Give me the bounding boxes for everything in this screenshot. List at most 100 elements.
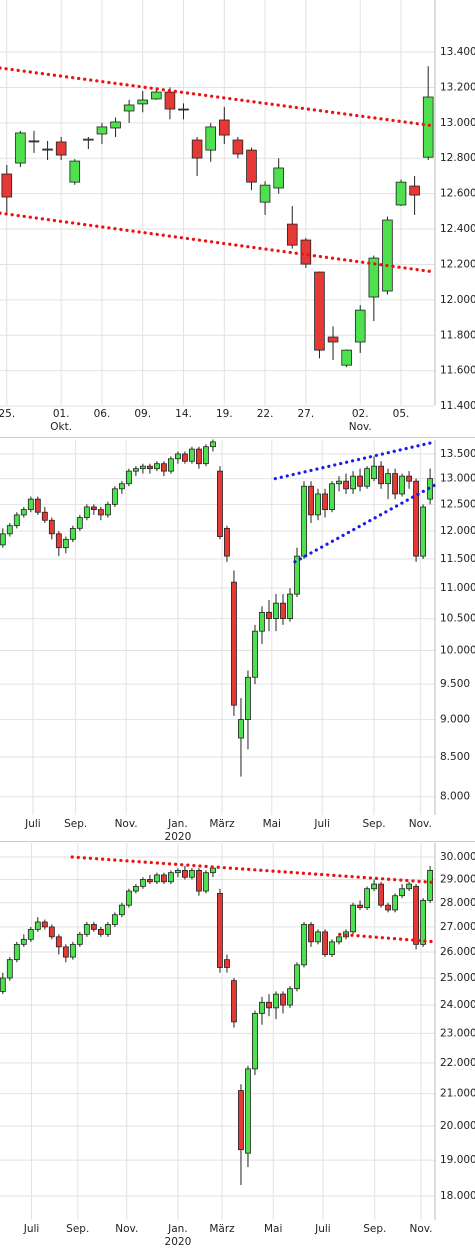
x-tick-label: Nov. [115, 818, 138, 830]
candle-body [69, 943, 76, 958]
candle-body [252, 1013, 258, 1070]
candle-body [343, 480, 349, 490]
candle-body [182, 870, 188, 878]
candle-body [252, 630, 258, 678]
y-tick-label: 21.000 [440, 1088, 475, 1100]
candle-body [301, 485, 307, 557]
candle-body [287, 593, 293, 619]
candle-body [336, 936, 342, 943]
candle-body [175, 870, 181, 874]
y-tick-label: 10.500 [440, 613, 475, 625]
candle-body [245, 1068, 251, 1154]
candle-body [28, 140, 40, 143]
y-tick-label: 13.000 [440, 473, 475, 485]
candle-body [90, 924, 97, 930]
x-tick-label: 02. [352, 408, 369, 420]
candle-body [20, 938, 27, 945]
y-tick-label: 19.000 [440, 1154, 475, 1166]
candle-body [392, 895, 398, 911]
y-tick-label: 13.200 [440, 81, 475, 93]
candle-body [153, 463, 160, 470]
candle-body [178, 108, 189, 111]
candle-body [1, 173, 13, 198]
candle-body [300, 239, 312, 265]
candle-body [217, 892, 223, 968]
candle-body [382, 219, 393, 292]
x-tick-sublabel: 2020 [165, 1236, 192, 1248]
candle-body [137, 99, 149, 105]
y-tick-label: 12.800 [440, 152, 475, 164]
y-tick-label: 8.000 [440, 791, 470, 803]
candle-body [167, 458, 174, 472]
trend-line [338, 932, 437, 944]
candle-body [238, 719, 244, 739]
candle-body [232, 139, 244, 155]
candle-body [20, 509, 27, 516]
candle-body [139, 879, 146, 887]
y-tick-label: 28.000 [440, 897, 475, 909]
candle-body [420, 506, 427, 557]
candle-body [97, 928, 104, 935]
candle-body [132, 468, 139, 472]
x-tick-label: Sep. [64, 818, 87, 830]
candle-body [259, 1001, 265, 1014]
y-tick-label: 11.000 [440, 582, 475, 594]
candle-body [273, 602, 279, 619]
candle-body [160, 874, 167, 883]
candle-body [13, 514, 20, 527]
y-tick-label: 12.000 [440, 294, 475, 306]
candle-body [153, 874, 160, 883]
y-tick-label: 18.000 [440, 1190, 475, 1202]
candle-body [413, 480, 420, 557]
candle-body [259, 184, 271, 203]
candle-body [294, 555, 300, 595]
candle-body [69, 527, 76, 540]
candle-body [287, 988, 293, 1006]
x-tick-label: Mai [264, 1223, 282, 1235]
x-tick-label: 25. [0, 408, 15, 420]
candle-body [406, 883, 413, 890]
x-tick-label: 22. [257, 408, 274, 420]
candle-body [90, 506, 97, 511]
candle-body [273, 167, 284, 189]
x-tick-label: Nov. [409, 818, 432, 830]
candle-body [354, 309, 366, 343]
x-tick-label: Jan. [167, 818, 188, 830]
x-tick-label: 09. [134, 408, 151, 420]
candle-body [111, 914, 118, 925]
candle-body [203, 872, 209, 892]
candle-body [350, 475, 356, 490]
x-tick-label: Juli [313, 818, 330, 830]
candle-body [196, 448, 202, 465]
candle-body [104, 503, 111, 516]
x-tick-label: Juli [24, 818, 41, 830]
x-tick-label: Jan. [167, 1223, 188, 1235]
y-tick-label: 9.000 [440, 714, 470, 726]
candle-body [41, 511, 48, 521]
candle-body [378, 465, 384, 485]
candle-body [315, 931, 321, 943]
trend-line [0, 211, 437, 274]
candle-body [364, 888, 370, 908]
candle-body [341, 349, 352, 366]
candle-body [0, 533, 6, 546]
candle-body [55, 936, 62, 948]
candle-body [327, 336, 339, 343]
candle-body [15, 132, 26, 164]
candle-body [104, 924, 111, 935]
y-tick-label: 23.000 [440, 1027, 475, 1039]
candle-body [385, 904, 391, 911]
y-tick-label: 13.000 [440, 117, 475, 129]
candle-body [191, 139, 203, 159]
candle-body [420, 900, 427, 945]
x-tick-label: März [209, 1223, 235, 1235]
candle-body [308, 485, 314, 516]
x-tick-label: 01. [53, 408, 70, 420]
candle-body [118, 904, 125, 916]
candle-body [27, 498, 34, 511]
trend-line [70, 855, 437, 885]
y-tick-label: 25.000 [440, 972, 475, 984]
candle-body [111, 488, 118, 505]
candle-body [399, 888, 405, 897]
